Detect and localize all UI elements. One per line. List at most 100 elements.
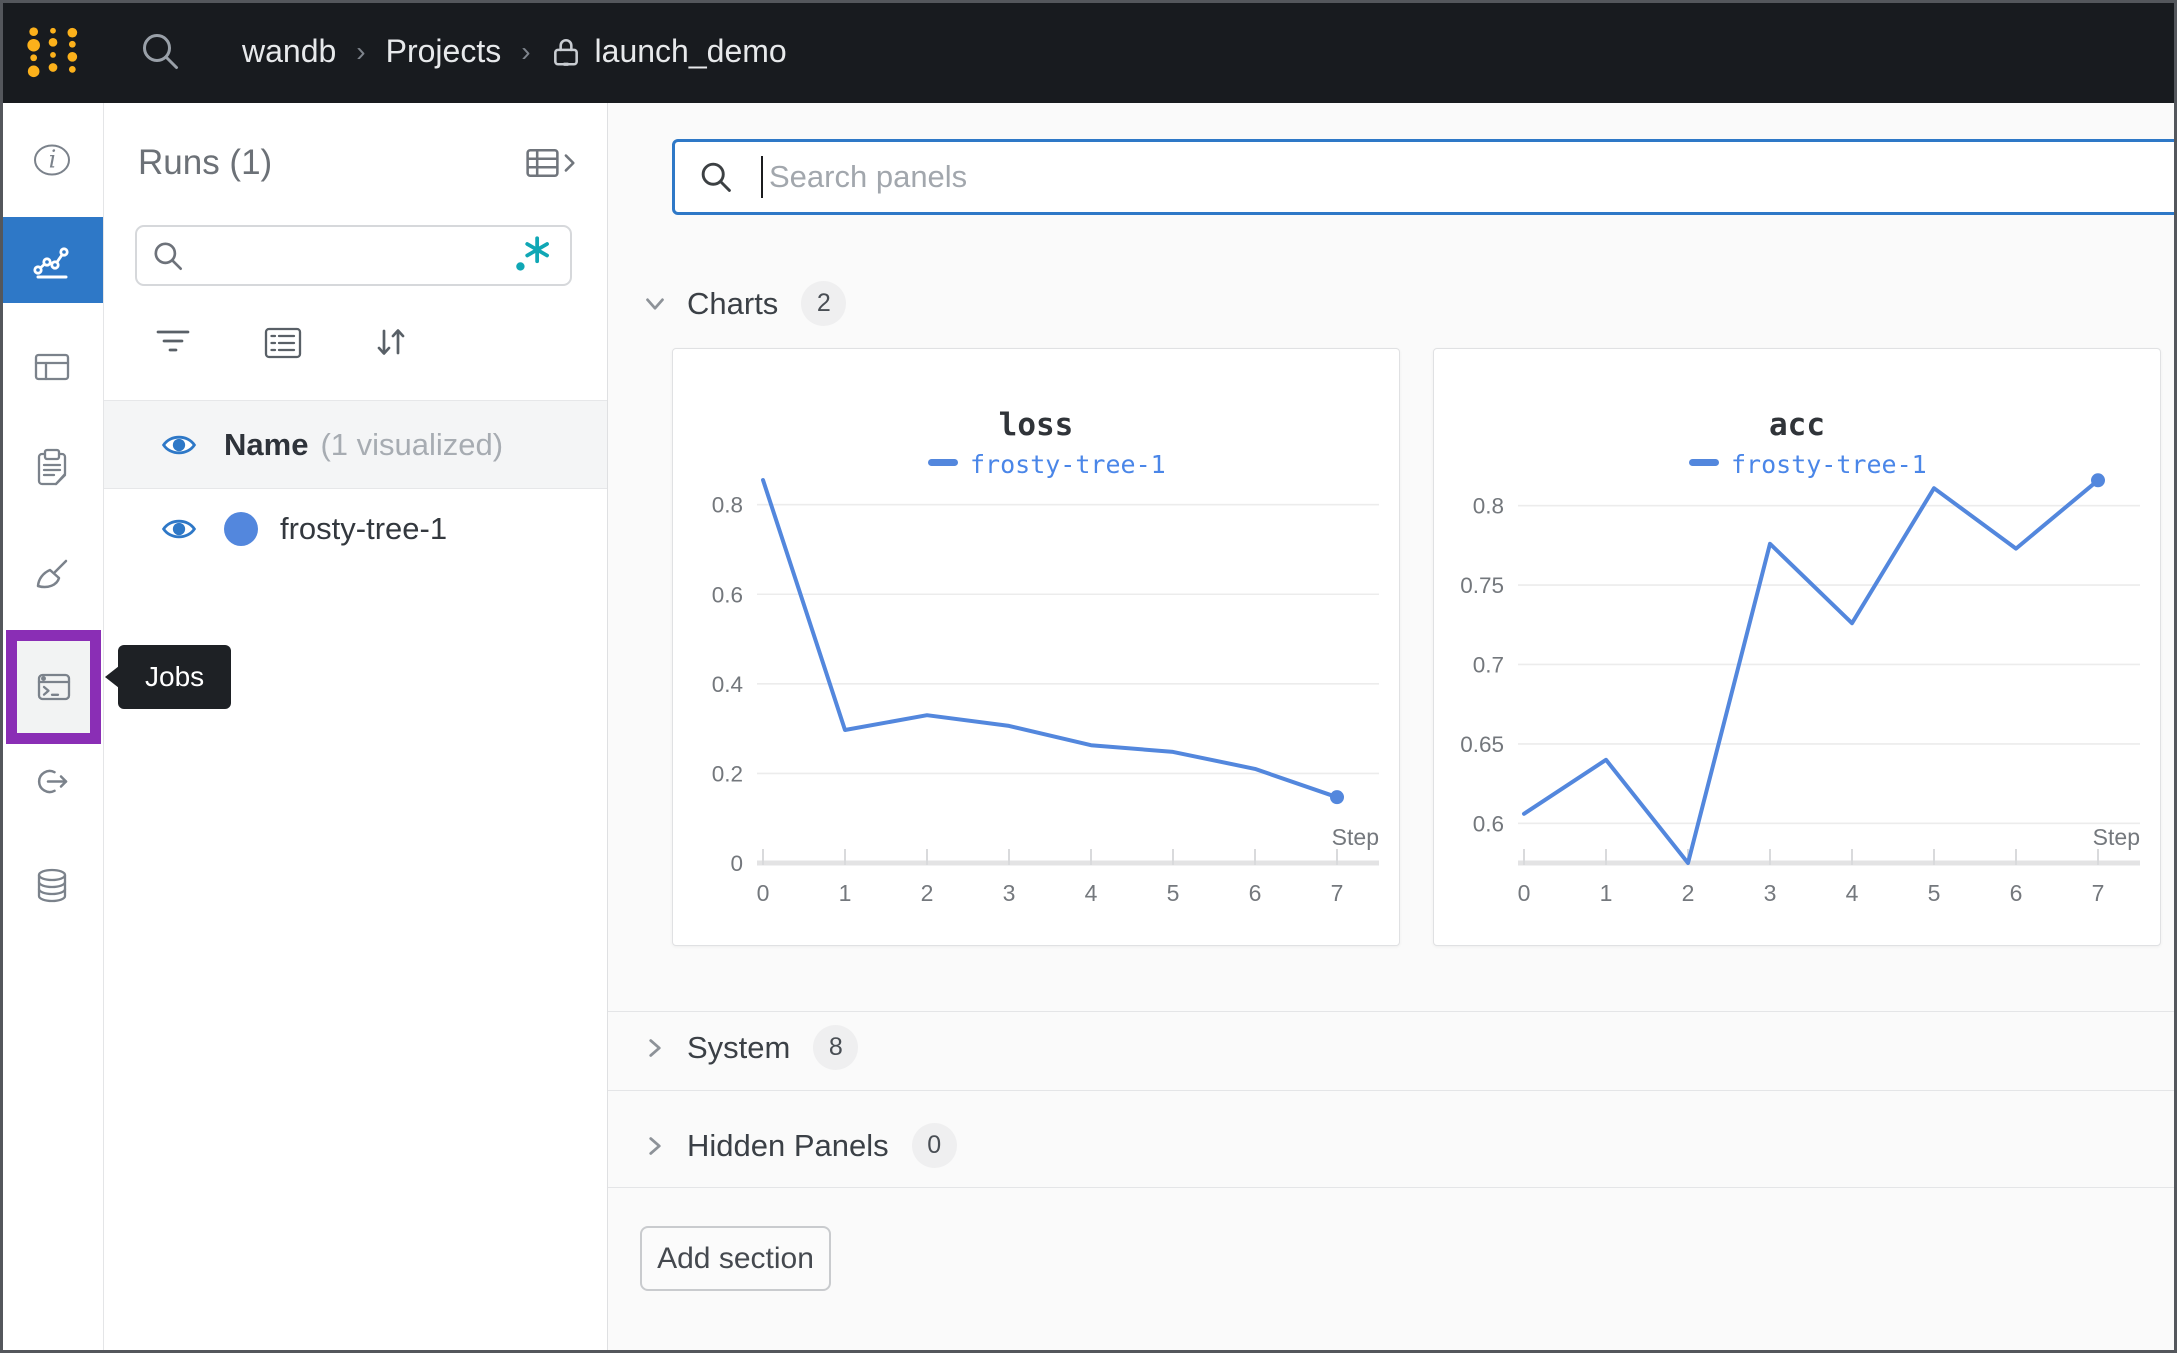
section-header-system[interactable]: System 8 xyxy=(639,1025,859,1070)
x-tick-label: 6 xyxy=(1249,880,1262,906)
nav-search-icon[interactable] xyxy=(138,29,184,75)
clipboard-icon xyxy=(37,448,66,486)
section-header-hidden-panels[interactable]: Hidden Panels 0 xyxy=(639,1123,957,1168)
sidebar-item-workspace[interactable] xyxy=(0,217,103,303)
sidebar-item-runs-table[interactable] xyxy=(0,324,103,410)
eye-visible-icon[interactable] xyxy=(160,429,198,461)
y-tick-label: 0.6 xyxy=(1473,811,1504,836)
top-navbar: wandb › Projects › launch_demo xyxy=(0,0,2177,103)
visualized-count-label: (1 visualized) xyxy=(320,426,504,462)
x-tick-label: 0 xyxy=(1518,880,1531,906)
x-axis-label: Step xyxy=(2093,824,2140,850)
tooltip-arrow-icon xyxy=(105,666,119,688)
section-header-charts[interactable]: Charts 2 xyxy=(639,281,847,326)
y-tick-label: 0.65 xyxy=(1460,732,1504,757)
text-caret xyxy=(761,156,763,198)
search-icon xyxy=(701,162,731,192)
chart-title: loss xyxy=(999,407,1074,443)
svg-text:i: i xyxy=(48,146,56,174)
regex-toggle-icon[interactable] xyxy=(511,233,557,279)
database-icon xyxy=(37,868,66,903)
run-color-dot xyxy=(224,512,258,546)
add-section-button[interactable]: Add section xyxy=(640,1226,831,1291)
workspace-main: Charts 2 loss frosty-tree-1 0 0.2 0.4 0.6 0.8 0… xyxy=(608,103,2177,1353)
y-tick-label: 0.8 xyxy=(712,493,743,518)
group-list-icon[interactable] xyxy=(263,323,303,363)
filter-icon[interactable] xyxy=(153,323,193,363)
x-tick-label: 7 xyxy=(2092,880,2105,906)
sidebar-item-automations[interactable] xyxy=(0,739,103,825)
x-axis-label: Step xyxy=(1332,824,1379,850)
legend-label[interactable]: frosty-tree-1 xyxy=(1731,450,1927,479)
panel-search-input[interactable] xyxy=(763,158,2177,196)
x-tick-label: 4 xyxy=(1085,880,1098,906)
series-line[interactable] xyxy=(1522,478,2100,865)
chart-title: acc xyxy=(1769,407,1825,443)
series-end-point[interactable] xyxy=(1330,790,1344,805)
chevron-right-icon[interactable] xyxy=(639,1130,671,1162)
terminal-icon xyxy=(37,673,70,701)
sidebar-item-reports[interactable] xyxy=(0,425,103,511)
x-tick-label: 7 xyxy=(1331,880,1344,906)
runs-search-box xyxy=(135,225,572,286)
x-tick-label: 2 xyxy=(1682,880,1695,906)
divider xyxy=(608,1011,2177,1012)
legend-swatch xyxy=(928,459,958,466)
breadcrumb-separator: › xyxy=(356,35,366,67)
chart-panel-acc[interactable]: acc frosty-tree-1 0.6 0.65 0.7 0.75 0.8 0 1 2 3 4 5 6… xyxy=(1433,348,2161,946)
panel-search-box xyxy=(672,139,2177,215)
x-tick-label: 0 xyxy=(757,880,770,906)
runs-title: Runs (1) xyxy=(138,143,273,182)
sidebar-item-artifacts[interactable] xyxy=(0,843,103,929)
runs-panel: Runs (1) xyxy=(104,103,608,1353)
runs-table-header-row[interactable]: Name (1 visualized) xyxy=(104,401,607,489)
section-label: System xyxy=(687,1029,791,1065)
series-line[interactable] xyxy=(761,478,1339,800)
x-tick-label: 1 xyxy=(1600,880,1613,906)
sort-icon[interactable] xyxy=(371,323,411,363)
divider xyxy=(608,1187,2177,1188)
section-count-badge: 0 xyxy=(911,1123,957,1168)
chevron-right-icon[interactable] xyxy=(639,1032,671,1064)
info-icon: i xyxy=(33,144,70,176)
x-tick-label: 5 xyxy=(1167,880,1180,906)
series-end-point[interactable] xyxy=(2091,473,2105,488)
breadcrumb-projects[interactable]: Projects xyxy=(385,33,502,69)
y-tick-label: 0.75 xyxy=(1460,573,1504,598)
search-icon xyxy=(150,238,186,274)
divider xyxy=(608,1090,2177,1091)
sidebar-item-jobs[interactable] xyxy=(19,643,89,731)
breadcrumb-entity[interactable]: wandb xyxy=(242,33,337,69)
x-tick-label: 2 xyxy=(921,880,934,906)
section-label: Hidden Panels xyxy=(687,1127,889,1163)
tooltip-label: Jobs xyxy=(145,661,205,692)
sidebar-item-sweeps[interactable] xyxy=(0,535,103,621)
divider xyxy=(104,400,607,401)
eye-visible-icon[interactable] xyxy=(160,513,198,545)
breadcrumb-separator: › xyxy=(521,35,531,67)
chart-panel-loss[interactable]: loss frosty-tree-1 0 0.2 0.4 0.6 0.8 0 1 2 3 4 5 6 7 St… xyxy=(672,348,1400,946)
link-out-icon xyxy=(37,769,67,794)
legend-label[interactable]: frosty-tree-1 xyxy=(970,450,1166,479)
jobs-highlight-box xyxy=(6,630,101,744)
expand-table-button[interactable] xyxy=(525,146,577,180)
y-tick-label: 0.4 xyxy=(712,672,743,697)
runs-search-input[interactable] xyxy=(194,238,511,273)
breadcrumb-project[interactable]: launch_demo xyxy=(594,33,787,69)
table-icon xyxy=(34,353,69,381)
chevron-down-icon[interactable] xyxy=(639,288,671,320)
jobs-tooltip: Jobs xyxy=(105,645,232,709)
x-tick-label: 1 xyxy=(839,880,852,906)
run-row[interactable]: frosty-tree-1 xyxy=(104,489,607,569)
sidebar-item-overview[interactable]: i xyxy=(0,117,103,203)
broom-icon xyxy=(36,559,67,589)
run-name: frosty-tree-1 xyxy=(280,511,448,546)
x-tick-label: 3 xyxy=(1764,880,1777,906)
legend-swatch xyxy=(1689,459,1719,466)
y-tick-label: 0.8 xyxy=(1473,494,1504,519)
wandb-logo-icon[interactable] xyxy=(24,22,82,82)
line-chart-icon xyxy=(32,247,69,279)
lock-icon xyxy=(551,36,581,68)
y-tick-label: 0.2 xyxy=(712,761,743,786)
x-tick-label: 4 xyxy=(1846,880,1859,906)
